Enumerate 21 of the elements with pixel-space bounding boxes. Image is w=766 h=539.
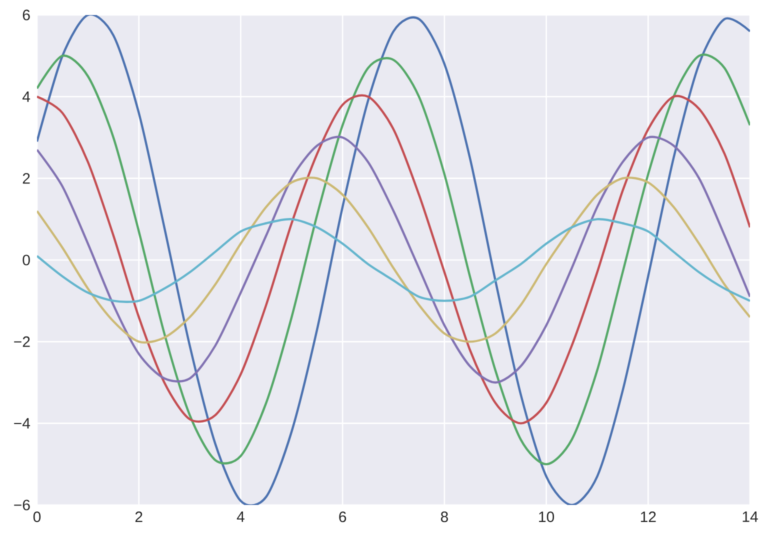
x-tick-label: 6: [339, 512, 346, 522]
x-tick-label: 4: [236, 512, 244, 522]
y-tick-label: 4: [22, 92, 30, 102]
line-series: [37, 94, 750, 424]
y-tick-label: 0: [22, 254, 30, 266]
x-tick-label: 0: [33, 512, 41, 522]
x-tick-label: 12: [640, 512, 656, 522]
x-tick-label: 14: [742, 512, 758, 522]
y-tick-label: −2: [14, 336, 30, 347]
y-tick-label: −6: [14, 500, 30, 510]
x-tick-label: 10: [539, 512, 554, 522]
y-tick-label: 6: [22, 10, 30, 20]
line-series: [37, 14, 750, 505]
line-series: [37, 176, 750, 344]
x-tick-label: 2: [135, 512, 142, 522]
y-tick-label: 2: [22, 173, 30, 184]
x-tick-label: 8: [440, 512, 448, 522]
y-tick-label: −4: [14, 418, 30, 428]
line-series: [37, 54, 750, 466]
line-series: [37, 218, 750, 303]
line-series: [37, 136, 750, 384]
